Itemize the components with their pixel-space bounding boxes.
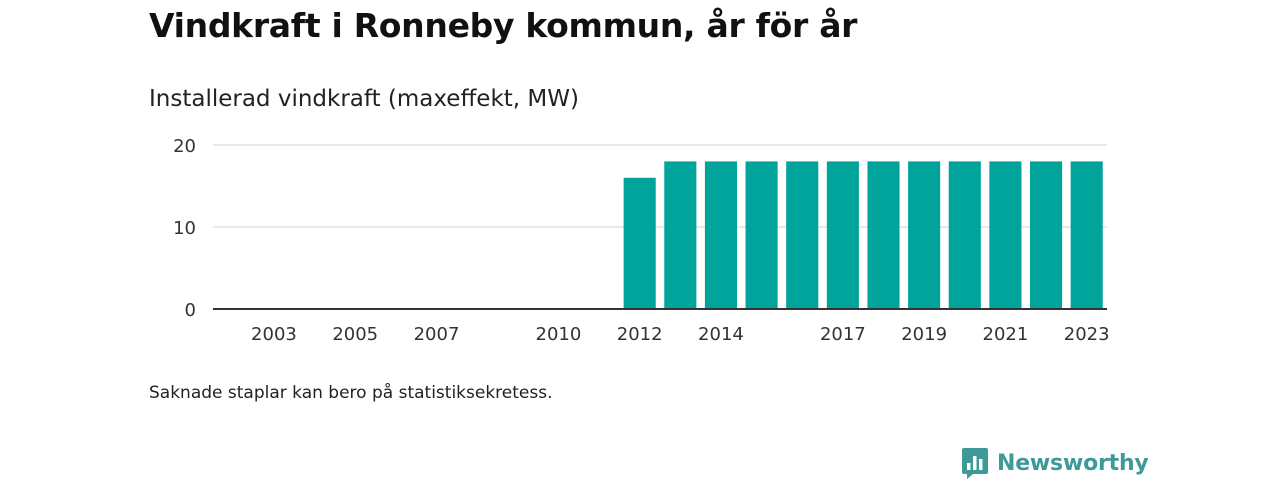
x-tick-label-2019: 2019 <box>901 324 947 345</box>
y-tick-label: 10 <box>173 218 196 239</box>
bar-2017 <box>826 161 859 309</box>
x-tick-label-2007: 2007 <box>414 324 460 345</box>
chart-title: Vindkraft i Ronneby kommun, år för år <box>149 6 858 45</box>
y-tick-label: 0 <box>185 300 196 321</box>
x-tick-label-2005: 2005 <box>332 324 378 345</box>
x-tick-label-2014: 2014 <box>698 324 744 345</box>
x-tick-label-2021: 2021 <box>983 324 1029 345</box>
bar-2022 <box>1029 161 1063 309</box>
x-tick-label-2003: 2003 <box>251 324 297 345</box>
bars <box>623 161 1103 309</box>
bar-2023 <box>1070 161 1103 309</box>
bar-2021 <box>989 161 1022 309</box>
x-tick-label-2023: 2023 <box>1064 324 1110 345</box>
bar-2016 <box>786 161 819 309</box>
x-axis-ticks: 2003 2005 2007 2010 2012 2014 2017 2019 2021 2023 <box>251 324 1110 345</box>
brand-name: Newsworthy <box>997 450 1149 476</box>
footnote: Saknade staplar kan bero på statistiksek… <box>149 383 553 403</box>
bar-2015 <box>745 161 778 309</box>
newsworthy-logo-icon <box>962 448 988 479</box>
y-axis-ticks: 0 10 20 <box>173 136 196 321</box>
x-tick-label-2017: 2017 <box>820 324 866 345</box>
bar-2013 <box>664 161 697 309</box>
y-tick-label: 20 <box>173 136 196 157</box>
bar-2012 <box>623 177 656 309</box>
chart-subtitle: Installerad vindkraft (maxeffekt, MW) <box>149 86 579 112</box>
bar-2014 <box>704 161 738 309</box>
bar-2020 <box>948 161 981 309</box>
x-tick-label-2012: 2012 <box>617 324 663 345</box>
bar-2018 <box>867 161 900 309</box>
bar-2019 <box>908 161 941 309</box>
brand-logo: Newsworthy <box>961 446 1149 480</box>
x-tick-label-2010: 2010 <box>536 324 582 345</box>
